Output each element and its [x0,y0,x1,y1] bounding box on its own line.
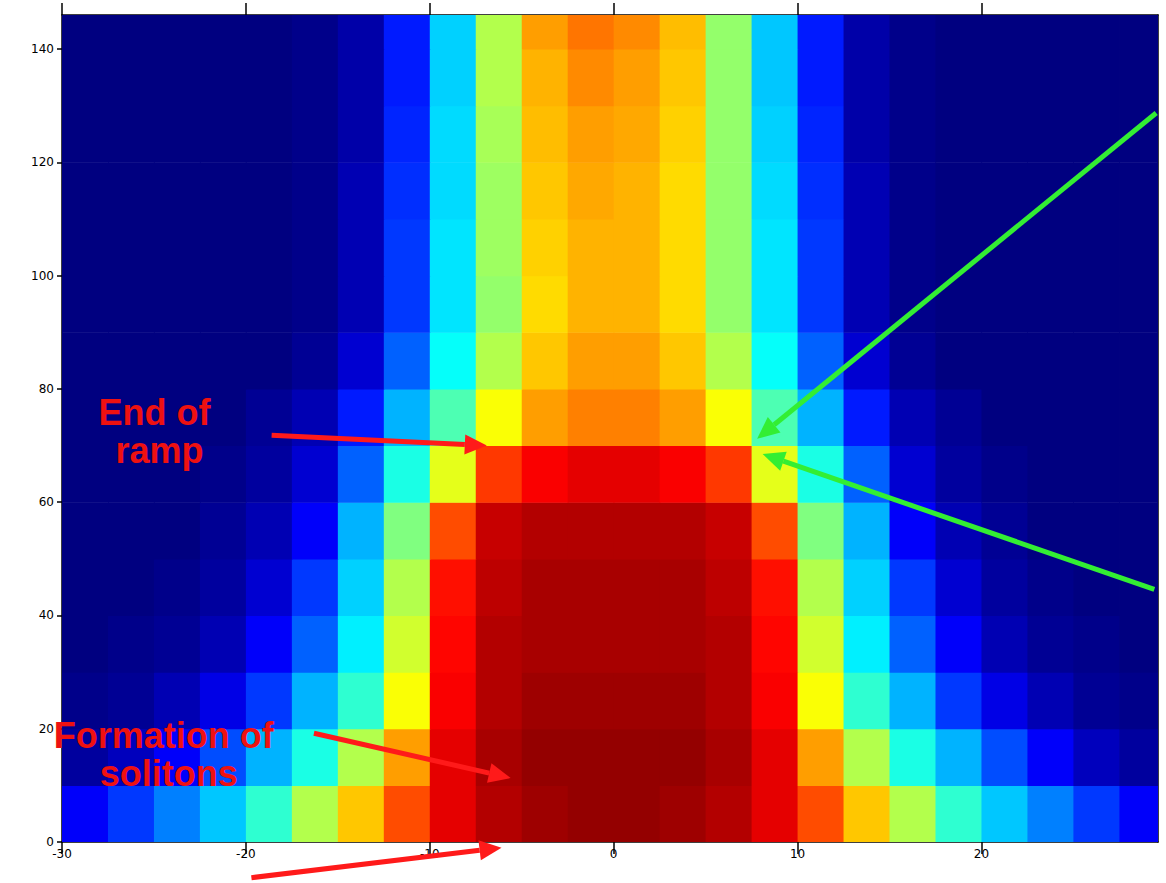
svg-text:120: 120 [31,155,54,169]
svg-text:10: 10 [790,847,805,861]
svg-text:-20: -20 [236,847,256,861]
svg-text:-10: -10 [420,847,440,861]
svg-text:40: 40 [39,608,54,622]
svg-text:0: 0 [46,835,54,849]
svg-text:-30: -30 [52,847,72,861]
svg-text:solitons: solitons [100,753,238,794]
svg-text:ramp: ramp [115,430,203,471]
svg-text:0: 0 [610,847,618,861]
svg-text:20: 20 [974,847,989,861]
svg-text:100: 100 [31,269,54,283]
svg-text:60: 60 [39,495,54,509]
svg-text:Formation of: Formation of [54,715,284,756]
svg-text:End of: End of [98,392,220,433]
svg-text:140: 140 [31,42,54,56]
svg-text:20: 20 [39,722,54,736]
svg-text:80: 80 [39,382,54,396]
